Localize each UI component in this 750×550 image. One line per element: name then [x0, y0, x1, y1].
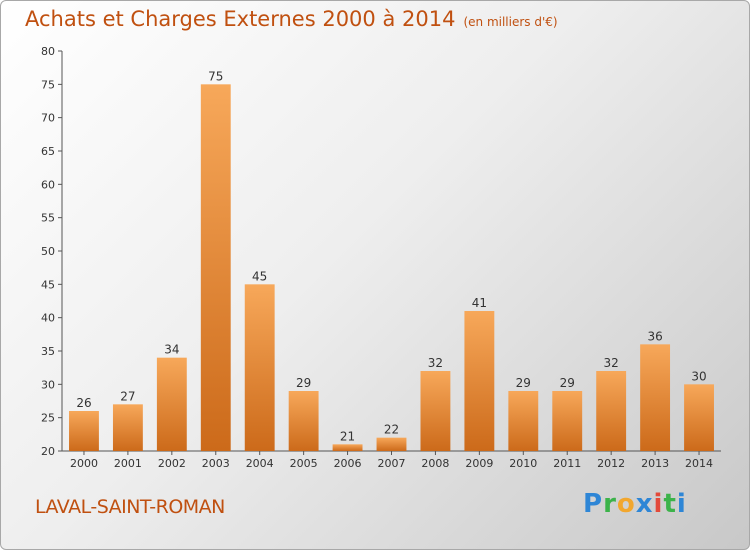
data-label: 75 [208, 69, 223, 83]
logo-letter: x [635, 489, 654, 519]
y-tick-label: 40 [41, 312, 55, 325]
logo-letter: o [616, 489, 636, 519]
data-label: 26 [76, 396, 91, 410]
x-tick-label: 2000 [70, 457, 98, 470]
x-tick-label: 2009 [465, 457, 493, 470]
y-tick-label: 80 [41, 45, 55, 58]
data-label: 29 [560, 376, 575, 390]
y-tick-label: 20 [41, 445, 55, 458]
data-label: 32 [428, 356, 443, 370]
chart-title-text: Achats et Charges Externes 2000 à 2014 [25, 7, 456, 31]
bar [640, 344, 671, 451]
y-tick-label: 55 [41, 212, 55, 225]
x-tick-label: 2006 [334, 457, 362, 470]
x-tick-label: 2012 [597, 457, 625, 470]
y-tick-label: 35 [41, 345, 55, 358]
bar [69, 411, 99, 451]
y-tick-label: 50 [41, 245, 55, 258]
data-label: 41 [472, 296, 487, 310]
bar [112, 404, 143, 451]
x-tick-label: 2014 [685, 457, 713, 470]
bar [288, 391, 319, 451]
bar [464, 311, 495, 451]
bar [684, 384, 714, 451]
data-label: 29 [296, 376, 311, 390]
bar [200, 84, 231, 451]
logo-letter: t [663, 489, 677, 519]
y-tick-label: 60 [41, 178, 55, 191]
logo-letter: r [603, 489, 617, 519]
logo-letter: P [583, 489, 604, 519]
data-label: 21 [340, 429, 355, 443]
y-tick-label: 75 [41, 78, 55, 91]
logo-letter: i [653, 489, 664, 519]
x-tick-label: 2013 [641, 457, 669, 470]
bar [244, 284, 275, 451]
data-label: 30 [691, 369, 706, 383]
x-tick-label: 2001 [114, 457, 142, 470]
x-tick-label: 2005 [290, 457, 318, 470]
chart-unit: (en milliers d'€) [463, 15, 558, 29]
data-label: 29 [516, 376, 531, 390]
bar [376, 437, 407, 451]
data-label: 22 [384, 423, 399, 437]
bar [552, 391, 583, 451]
bar [420, 371, 451, 451]
commune-name: LAVAL-SAINT-ROMAN [35, 496, 225, 518]
y-tick-label: 65 [41, 145, 55, 158]
logo-letter: i [676, 489, 687, 519]
y-tick-label: 25 [41, 412, 55, 425]
data-label: 45 [252, 269, 267, 283]
axes: 20 25 30 35 40 45 50 55 60 65 70 75 80 2000 2001 2002 20… [41, 45, 721, 470]
bar [332, 444, 363, 451]
y-tick-label: 70 [41, 112, 55, 125]
chart-title: Achats et Charges Externes 2000 à 2014 (e… [25, 7, 558, 31]
x-tick-label: 2011 [553, 457, 581, 470]
data-label: 27 [120, 389, 135, 403]
y-tick-label: 45 [41, 278, 55, 291]
y-tick-label: 30 [41, 378, 55, 391]
x-tick-label: 2004 [246, 457, 274, 470]
x-tick-label: 2010 [509, 457, 537, 470]
x-tick-label: 2007 [378, 457, 406, 470]
x-tick-label: 2002 [158, 457, 186, 470]
bars: 26 27 34 75 45 29 21 22 32 41 29 29 32 36 30 [69, 69, 714, 451]
bar [596, 371, 627, 451]
x-tick-label: 2008 [421, 457, 449, 470]
data-label: 36 [647, 329, 662, 343]
bar [156, 357, 187, 451]
x-tick-label: 2003 [202, 457, 230, 470]
data-label: 34 [164, 343, 179, 357]
data-label: 32 [604, 356, 619, 370]
bar [508, 391, 539, 451]
proxiti-logo: Proxiti [583, 489, 687, 519]
